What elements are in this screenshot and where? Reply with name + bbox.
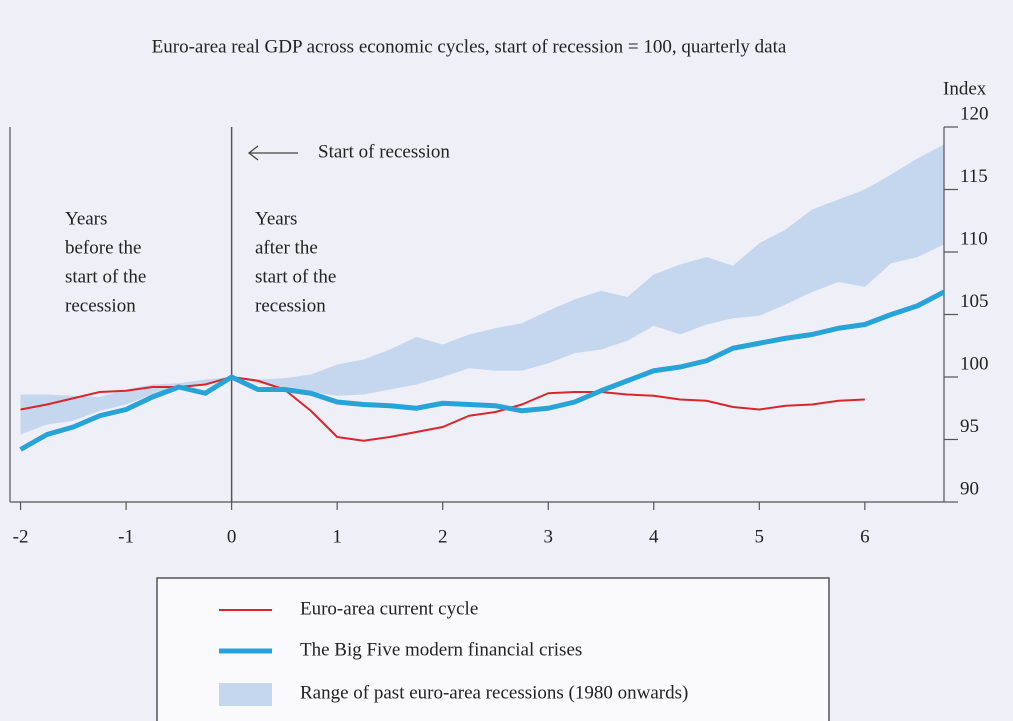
series-line [19, 289, 946, 452]
x-tick-label: 3 [543, 526, 553, 547]
x-tick-label: -1 [118, 526, 134, 547]
x-tick-label: 0 [227, 526, 237, 547]
annotation: Years [65, 208, 107, 229]
y-axis-label: Index [943, 78, 987, 99]
x-tick-label: 4 [649, 526, 659, 547]
arrow-head [247, 145, 259, 161]
x-tick-label: 5 [755, 526, 765, 547]
legend-label: Range of past euro-area recessions (1980… [300, 682, 688, 703]
y-tick-label: 90 [960, 478, 979, 499]
y-tick-label: 120 [960, 103, 989, 124]
x-tick-label: 6 [860, 526, 870, 547]
x-tick-label: 2 [438, 526, 448, 547]
x-tick-label: -2 [13, 526, 29, 547]
y-tick-label: 100 [960, 353, 989, 374]
y-tick-label: 105 [960, 291, 989, 312]
y-tick-label: 95 [960, 416, 979, 437]
y-tick-label: 115 [960, 166, 988, 187]
annotation: start of the [255, 266, 336, 287]
legend-swatch [219, 683, 272, 706]
legend-label: Euro-area current cycle [300, 598, 478, 619]
range-band [20, 144, 945, 435]
legend-label: The Big Five modern financial crises [300, 639, 582, 660]
annotation: after the [255, 237, 318, 258]
plot-area: 90 95 100 105 110 115 120 -2 -1 0 1 2 3 4 5 6 Years befor… [9, 103, 989, 547]
legend: Euro-area current cycle The Big Five mode… [219, 598, 688, 706]
x-tick-label: 1 [332, 526, 342, 547]
annotation: start of the [65, 266, 146, 287]
y-tick-label: 110 [960, 228, 988, 249]
annotation: before the [65, 237, 141, 258]
annotation: Years [255, 208, 297, 229]
annotation: recession [255, 295, 326, 316]
chart-title: Euro-area real GDP across economic cycle… [152, 36, 787, 57]
series-line [20, 376, 865, 442]
annotation: Start of recession [318, 141, 450, 162]
annotation: recession [65, 295, 136, 316]
